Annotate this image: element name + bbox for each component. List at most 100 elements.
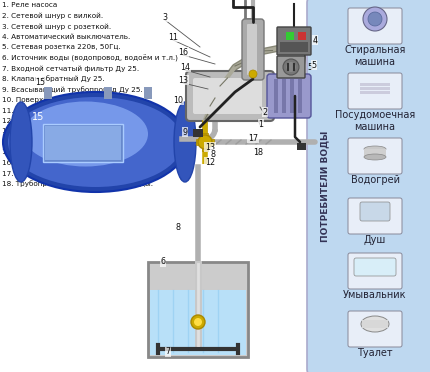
- Circle shape: [283, 59, 299, 75]
- Text: 14. Крестовина Ду25.: 14. Крестовина Ду25.: [2, 138, 85, 145]
- FancyBboxPatch shape: [267, 74, 311, 118]
- Text: 17. Подводка гибкая Ду 15.: 17. Подводка гибкая Ду 15.: [2, 170, 108, 177]
- FancyBboxPatch shape: [242, 19, 264, 80]
- Text: 9. Всасывающий трубопровод Ду 25.: 9. Всасывающий трубопровод Ду 25.: [2, 86, 143, 93]
- FancyBboxPatch shape: [348, 138, 402, 174]
- Bar: [193, 129, 203, 137]
- FancyBboxPatch shape: [193, 78, 262, 114]
- Text: Стиральная
машина: Стиральная машина: [344, 45, 405, 67]
- Bar: [148, 262, 248, 357]
- Text: 1. Реле насоса: 1. Реле насоса: [2, 2, 57, 8]
- Ellipse shape: [23, 102, 148, 167]
- Text: 8: 8: [175, 222, 181, 231]
- Text: 8: 8: [211, 150, 215, 158]
- Bar: [286, 32, 294, 40]
- Bar: [364, 149, 386, 157]
- Bar: [202, 133, 208, 151]
- Ellipse shape: [174, 102, 196, 182]
- Bar: [280, 42, 308, 52]
- FancyBboxPatch shape: [354, 258, 396, 276]
- Bar: [360, 91, 390, 94]
- Ellipse shape: [3, 92, 188, 192]
- Text: 2: 2: [262, 108, 267, 116]
- Text: 12: 12: [205, 157, 215, 167]
- Text: 11. Шнур насоса с вилкой.: 11. Шнур насоса с вилкой.: [2, 107, 103, 113]
- Text: 14: 14: [180, 62, 190, 71]
- Bar: [360, 83, 390, 86]
- Text: 18. Трубопровод к потребителям воды.: 18. Трубопровод к потребителям воды.: [2, 180, 153, 187]
- Text: Умывальник: Умывальник: [343, 290, 407, 300]
- Bar: [150, 290, 246, 355]
- Bar: [144, 87, 152, 99]
- Bar: [104, 87, 112, 99]
- Ellipse shape: [8, 97, 183, 187]
- FancyBboxPatch shape: [348, 198, 402, 234]
- FancyBboxPatch shape: [348, 253, 402, 289]
- Ellipse shape: [361, 316, 389, 332]
- FancyBboxPatch shape: [348, 8, 402, 44]
- Bar: [201, 83, 209, 98]
- Circle shape: [198, 135, 212, 149]
- Text: 5: 5: [311, 61, 316, 70]
- Text: 9: 9: [182, 128, 187, 137]
- Text: 1: 1: [258, 119, 264, 128]
- Circle shape: [249, 70, 257, 78]
- Bar: [282, 79, 286, 113]
- Ellipse shape: [364, 146, 386, 152]
- Text: 5. Сетевая розетка 220в, 50Гц.: 5. Сетевая розетка 220в, 50Гц.: [2, 44, 121, 50]
- Text: 5: 5: [307, 62, 312, 71]
- Text: 15: 15: [32, 112, 44, 122]
- Circle shape: [286, 62, 296, 72]
- Bar: [298, 79, 302, 113]
- Text: 10: 10: [173, 96, 183, 105]
- Text: 16: 16: [178, 48, 188, 57]
- Text: 18: 18: [253, 148, 263, 157]
- Text: Водогрей: Водогрей: [350, 175, 399, 185]
- Text: 6: 6: [160, 257, 166, 266]
- FancyBboxPatch shape: [186, 71, 274, 121]
- Bar: [360, 87, 390, 90]
- Text: 2. Сетевой шнур с вилкой.: 2. Сетевой шнур с вилкой.: [2, 13, 103, 19]
- FancyBboxPatch shape: [247, 24, 257, 75]
- Text: 13: 13: [178, 76, 188, 84]
- FancyBboxPatch shape: [348, 311, 402, 347]
- Text: Посудомоечная
машина: Посудомоечная машина: [335, 110, 415, 132]
- Text: 15: 15: [35, 77, 45, 87]
- Text: 16. Ниппель переходной Ду25 / Ду 15.: 16. Ниппель переходной Ду25 / Ду 15.: [2, 160, 149, 166]
- Text: 3: 3: [163, 13, 168, 22]
- Text: 13. Ниппель Ду25.: 13. Ниппель Ду25.: [2, 128, 73, 134]
- FancyBboxPatch shape: [360, 202, 390, 221]
- Circle shape: [191, 315, 205, 329]
- Bar: [45, 126, 121, 160]
- Text: 8. Клапан обратный Ду 25.: 8. Клапан обратный Ду 25.: [2, 76, 104, 83]
- Text: 11: 11: [168, 32, 178, 42]
- Ellipse shape: [10, 102, 32, 182]
- FancyBboxPatch shape: [277, 27, 311, 55]
- Text: Душ: Душ: [364, 235, 386, 245]
- Text: 12. Нагнетающий трубопровод Ду 25.: 12. Нагнетающий трубопровод Ду 25.: [2, 118, 147, 125]
- Text: 15. Гидроаккумулятор.: 15. Гидроаккумулятор.: [2, 149, 91, 155]
- FancyBboxPatch shape: [307, 0, 430, 372]
- Circle shape: [194, 318, 202, 326]
- FancyBboxPatch shape: [277, 56, 305, 78]
- Bar: [290, 79, 294, 113]
- Text: 10. Поверхностный насос.: 10. Поверхностный насос.: [2, 96, 102, 103]
- Text: 4: 4: [313, 35, 317, 45]
- Text: 13: 13: [205, 142, 215, 151]
- Bar: [196, 139, 214, 145]
- Text: 17: 17: [248, 134, 258, 142]
- Bar: [297, 143, 306, 150]
- Text: Туалет: Туалет: [357, 348, 393, 358]
- Bar: [43, 124, 123, 162]
- Bar: [274, 79, 278, 113]
- Text: ПОТРЕБИТЕЛИ ВОДЫ: ПОТРЕБИТЕЛИ ВОДЫ: [320, 130, 329, 242]
- Text: 7. Входной сетчатый фильтр Ду 25.: 7. Входной сетчатый фильтр Ду 25.: [2, 65, 139, 72]
- Text: 7: 7: [166, 347, 171, 356]
- Text: 4. Автоматический выключатель.: 4. Автоматический выключатель.: [2, 33, 130, 39]
- Text: 3. Сетевой шнур с розеткой.: 3. Сетевой шнур с розеткой.: [2, 23, 111, 29]
- Bar: [362, 320, 388, 328]
- FancyBboxPatch shape: [348, 73, 402, 109]
- Circle shape: [363, 7, 387, 31]
- Text: 4: 4: [313, 36, 318, 45]
- Circle shape: [368, 12, 382, 26]
